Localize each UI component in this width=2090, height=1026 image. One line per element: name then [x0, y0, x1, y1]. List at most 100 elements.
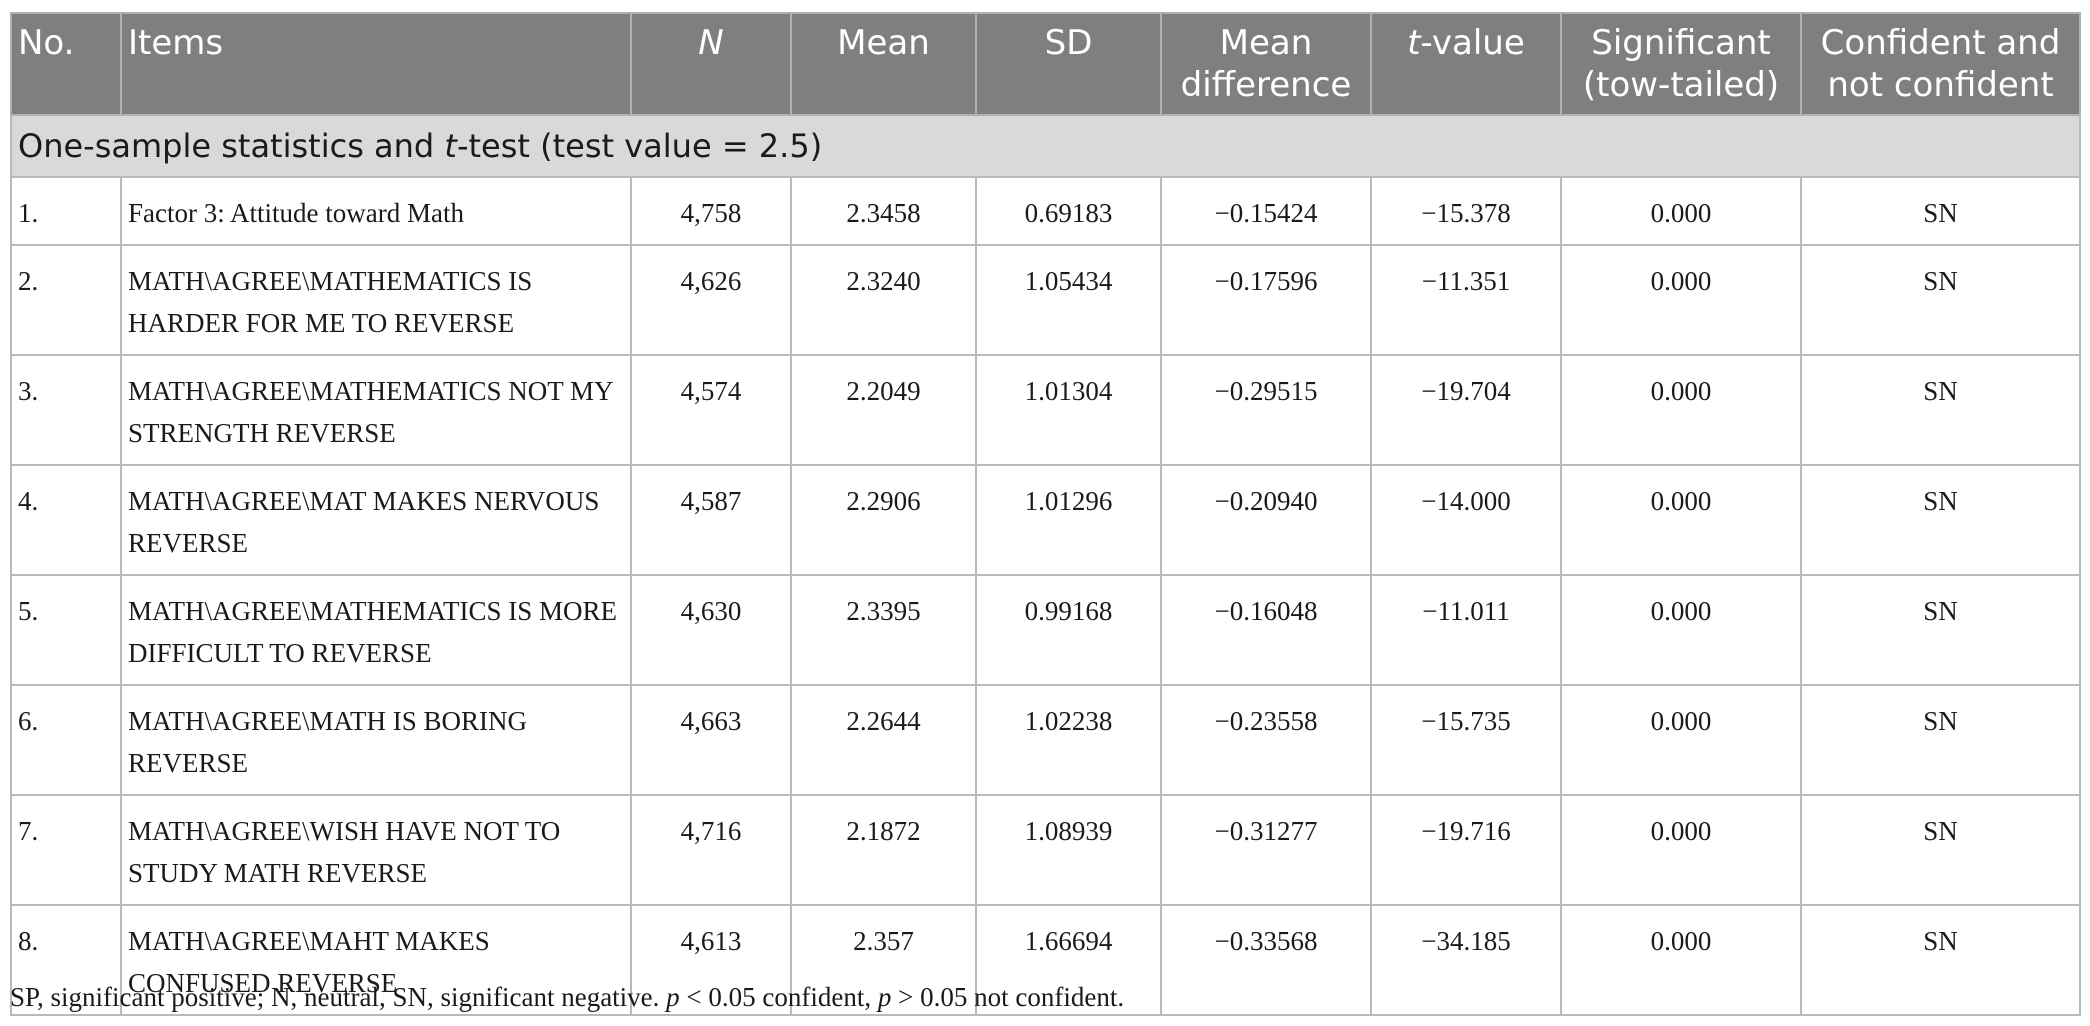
cell-item: MATH\AGREE\MATHEMATICS IS MORE DIFFICULT… [120, 574, 632, 686]
table-row: 8. MATH\AGREE\MAHT MAKES CONFUSED REVERS… [10, 904, 2081, 1016]
statistics-table-container: No. Items N Mean SD Mean difference t-va… [10, 12, 2081, 1016]
cell-mean: 2.357 [790, 904, 977, 1016]
cell-significant: 0.000 [1560, 464, 1802, 576]
cell-item: MATH\AGREE\MAHT MAKES CONFUSED REVERSE [120, 904, 632, 1016]
cell-n: 4,587 [630, 464, 792, 576]
footnote-part3: > 0.05 not confident. [891, 982, 1125, 1012]
cell-significant: 0.000 [1560, 244, 1802, 356]
cell-mean-difference: −0.31277 [1160, 794, 1372, 906]
cell-n: 4,574 [630, 354, 792, 466]
header-t-suffix: -value [1420, 23, 1525, 63]
cell-sd: 1.02238 [975, 684, 1162, 796]
cell-confident: SN [1800, 244, 2081, 356]
section-t: t [444, 127, 457, 165]
cell-sd: 0.69183 [975, 176, 1162, 246]
cell-mean: 2.3458 [790, 176, 977, 246]
cell-sd: 1.01296 [975, 464, 1162, 576]
table-footnote: SP, significant positive; N, neutral, SN… [10, 982, 1124, 1013]
cell-n: 4,626 [630, 244, 792, 356]
section-title: One-sample statistics and t-test (test v… [10, 114, 2081, 178]
cell-no: 2. [10, 244, 122, 356]
cell-no: 3. [10, 354, 122, 466]
cell-item: MATH\AGREE\MATHEMATICS NOT MY STRENGTH R… [120, 354, 632, 466]
table-row: 4. MATH\AGREE\MAT MAKES NERVOUS REVERSE … [10, 464, 2081, 576]
cell-mean-difference: −0.17596 [1160, 244, 1372, 356]
cell-confident: SN [1800, 794, 2081, 906]
section-prefix: One-sample statistics and [18, 127, 445, 165]
footnote-p1: p [666, 982, 680, 1012]
cell-n: 4,663 [630, 684, 792, 796]
cell-item: Factor 3: Attitude toward Math [120, 176, 632, 246]
table-row: 2. MATH\AGREE\MATHEMATICS IS HARDER FOR … [10, 244, 2081, 356]
cell-sd: 1.01304 [975, 354, 1162, 466]
footnote-part1: SP, significant positive; N, neutral, SN… [10, 982, 667, 1012]
header-items: Items [120, 12, 632, 116]
cell-mean-difference: −0.15424 [1160, 176, 1372, 246]
section-row: One-sample statistics and t-test (test v… [10, 114, 2081, 178]
cell-n: 4,758 [630, 176, 792, 246]
cell-sd: 0.99168 [975, 574, 1162, 686]
cell-mean-difference: −0.29515 [1160, 354, 1372, 466]
cell-t-value: −14.000 [1370, 464, 1562, 576]
cell-t-value: −34.185 [1370, 904, 1562, 1016]
cell-confident: SN [1800, 684, 2081, 796]
cell-item: MATH\AGREE\MATH IS BORING REVERSE [120, 684, 632, 796]
cell-mean: 2.2049 [790, 354, 977, 466]
cell-mean-difference: −0.23558 [1160, 684, 1372, 796]
header-sd: SD [975, 12, 1162, 116]
cell-item: MATH\AGREE\MAT MAKES NERVOUS REVERSE [120, 464, 632, 576]
table-row: 7. MATH\AGREE\WISH HAVE NOT TO STUDY MAT… [10, 794, 2081, 906]
cell-no: 6. [10, 684, 122, 796]
cell-confident: SN [1800, 464, 2081, 576]
header-confident: Confident and not confident [1800, 12, 2081, 116]
table-row: 1. Factor 3: Attitude toward Math 4,758 … [10, 176, 2081, 246]
header-mean: Mean [790, 12, 977, 116]
cell-mean: 2.3395 [790, 574, 977, 686]
cell-significant: 0.000 [1560, 684, 1802, 796]
cell-t-value: −15.735 [1370, 684, 1562, 796]
cell-confident: SN [1800, 904, 2081, 1016]
cell-mean: 2.3240 [790, 244, 977, 356]
cell-t-value: −11.351 [1370, 244, 1562, 356]
header-n: N [630, 12, 792, 116]
cell-no: 8. [10, 904, 122, 1016]
cell-mean-difference: −0.20940 [1160, 464, 1372, 576]
header-row: No. Items N Mean SD Mean difference t-va… [10, 12, 2081, 116]
cell-significant: 0.000 [1560, 574, 1802, 686]
table-row: 3. MATH\AGREE\MATHEMATICS NOT MY STRENGT… [10, 354, 2081, 466]
cell-mean: 2.2644 [790, 684, 977, 796]
cell-mean-difference: −0.33568 [1160, 904, 1372, 1016]
cell-confident: SN [1800, 176, 2081, 246]
cell-sd: 1.66694 [975, 904, 1162, 1016]
cell-sd: 1.08939 [975, 794, 1162, 906]
cell-no: 5. [10, 574, 122, 686]
cell-mean: 2.2906 [790, 464, 977, 576]
cell-item: MATH\AGREE\WISH HAVE NOT TO STUDY MATH R… [120, 794, 632, 906]
header-t-italic: t [1407, 23, 1421, 63]
cell-n: 4,716 [630, 794, 792, 906]
header-mean-difference: Mean difference [1160, 12, 1372, 116]
cell-mean-difference: −0.16048 [1160, 574, 1372, 686]
cell-no: 7. [10, 794, 122, 906]
cell-significant: 0.000 [1560, 904, 1802, 1016]
cell-significant: 0.000 [1560, 354, 1802, 466]
header-no: No. [10, 12, 122, 116]
header-significant: Significant (tow-tailed) [1560, 12, 1802, 116]
cell-no: 1. [10, 176, 122, 246]
cell-confident: SN [1800, 574, 2081, 686]
footnote-p2: p [877, 982, 892, 1012]
cell-significant: 0.000 [1560, 176, 1802, 246]
cell-mean: 2.1872 [790, 794, 977, 906]
cell-n: 4,613 [630, 904, 792, 1016]
cell-no: 4. [10, 464, 122, 576]
cell-significant: 0.000 [1560, 794, 1802, 906]
header-t-value: t-value [1370, 12, 1562, 116]
cell-sd: 1.05434 [975, 244, 1162, 356]
header-n-text: N [698, 23, 724, 63]
footnote-part2: < 0.05 confident, [679, 982, 878, 1012]
cell-t-value: −15.378 [1370, 176, 1562, 246]
cell-t-value: −11.011 [1370, 574, 1562, 686]
table-row: 6. MATH\AGREE\MATH IS BORING REVERSE 4,6… [10, 684, 2081, 796]
cell-item: MATH\AGREE\MATHEMATICS IS HARDER FOR ME … [120, 244, 632, 356]
statistics-table: No. Items N Mean SD Mean difference t-va… [10, 12, 2081, 1016]
